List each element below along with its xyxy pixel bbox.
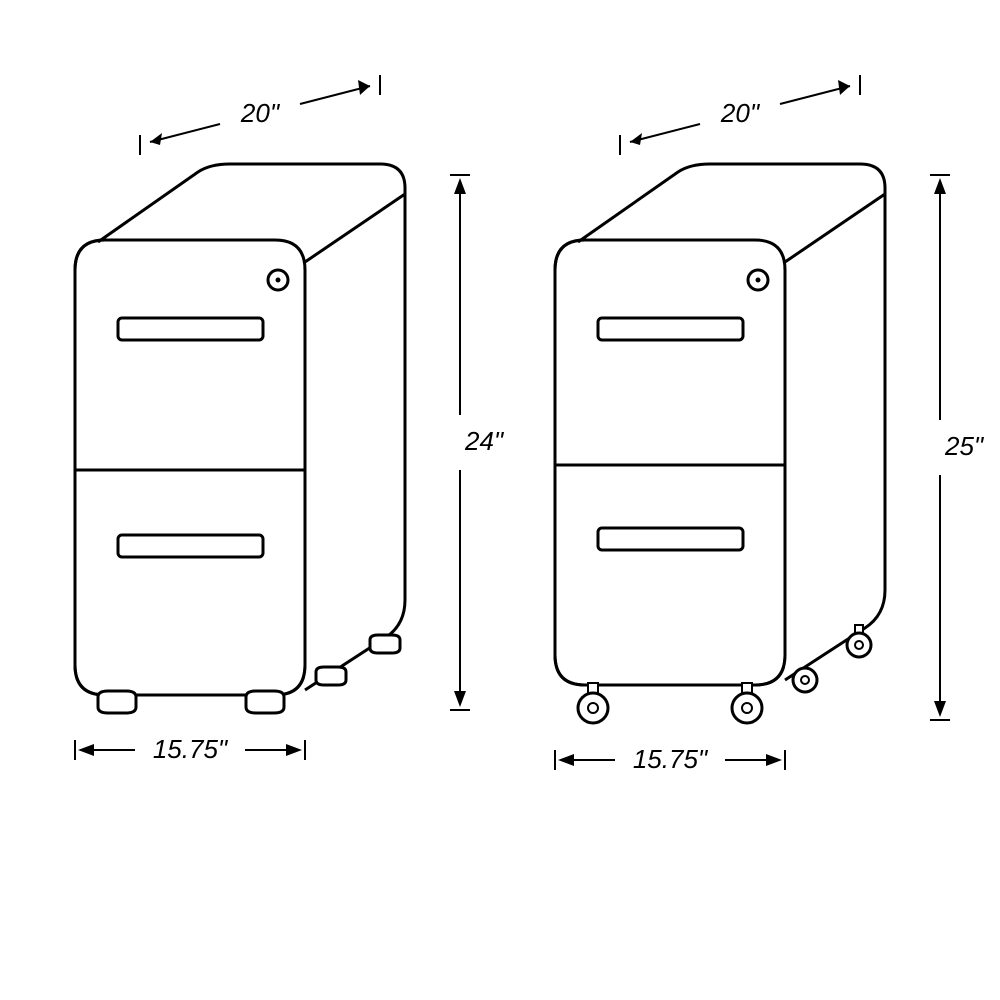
width-label-left: 15.75" xyxy=(153,734,229,764)
dim-height-left: 24" xyxy=(450,175,505,710)
height-label-left: 24" xyxy=(464,426,505,456)
dim-depth-left: 20" xyxy=(140,75,380,155)
cabinet-casters-group: 20" 25" 15.75" xyxy=(555,75,985,774)
dim-width-right: 15.75" xyxy=(555,744,785,774)
width-label-right: 15.75" xyxy=(633,744,709,774)
height-label-right: 25" xyxy=(944,431,985,461)
dim-depth-right: 20" xyxy=(620,75,860,155)
dim-height-right: 25" xyxy=(930,175,985,720)
depth-label-right: 20" xyxy=(720,98,761,128)
cabinet-feet-group: 20" 24" 15.75" xyxy=(75,75,505,764)
depth-label-left: 20" xyxy=(240,98,281,128)
dim-width-left: 15.75" xyxy=(75,734,305,764)
dimension-diagram: 20" 24" 15.75" xyxy=(0,0,1000,1000)
